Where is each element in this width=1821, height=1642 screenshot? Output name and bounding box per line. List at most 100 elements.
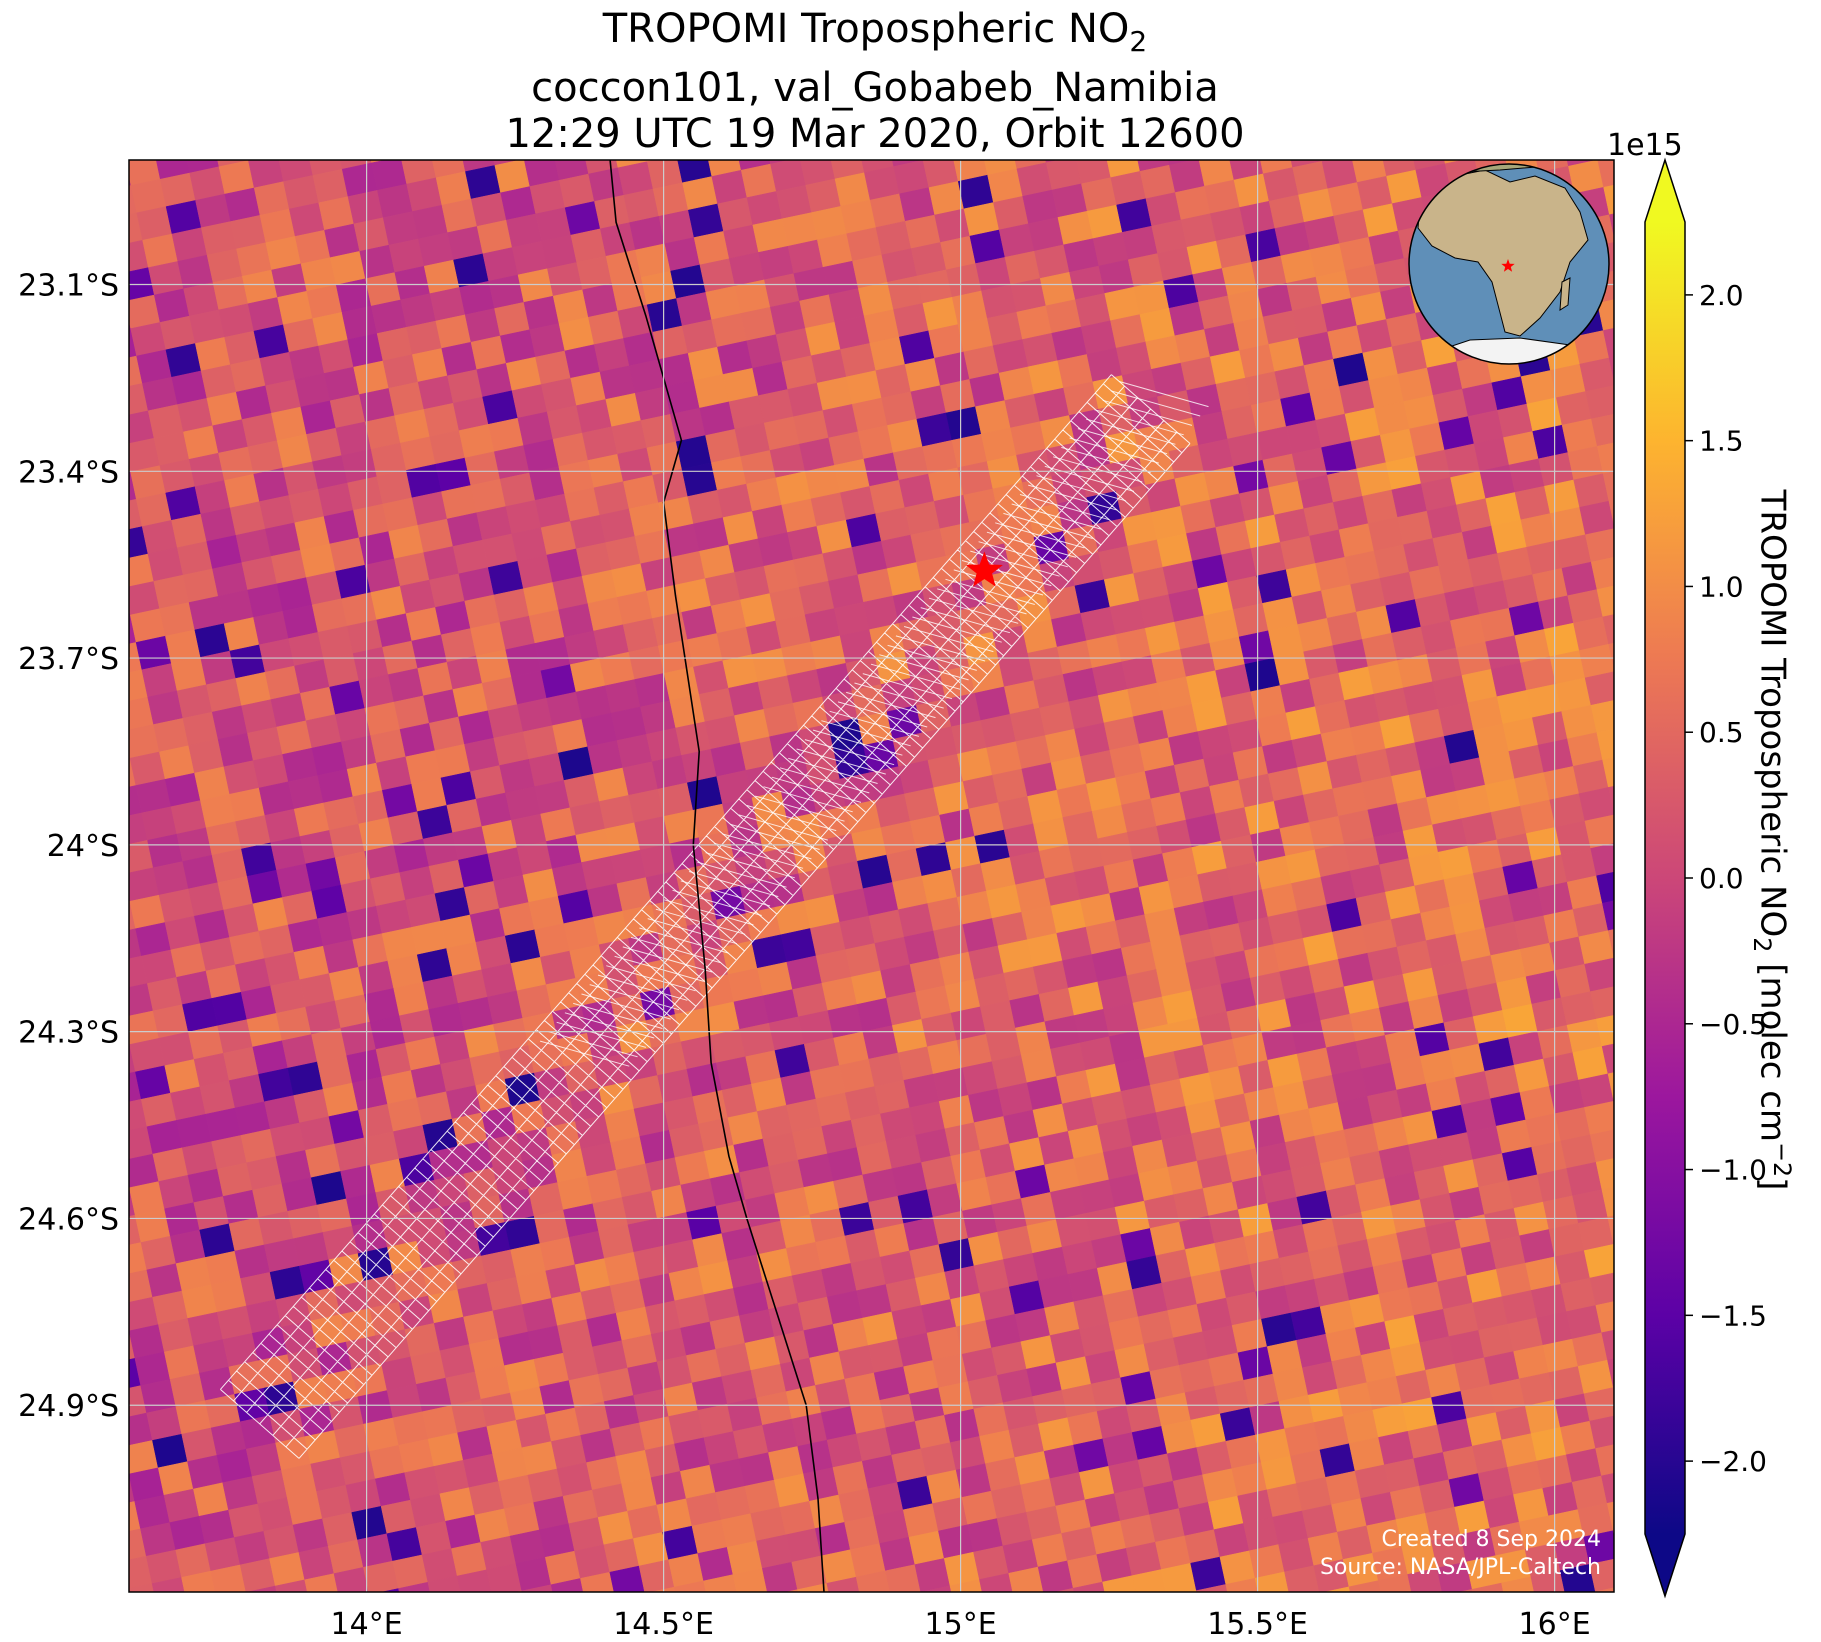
heatmap-cell: [424, 117, 459, 151]
heatmap-cell: [1340, 94, 1375, 128]
heatmap-cell: [454, 111, 489, 145]
heatmap-cell: [1595, 1444, 1614, 1477]
heatmap-cell: [1602, 757, 1614, 788]
heatmap-cell: [788, 97, 823, 131]
x-tick-label: 14°E: [331, 1607, 403, 1642]
heatmap-cell: [1072, 1581, 1105, 1592]
heatmap-cell: [1595, 1301, 1614, 1333]
map-layer: [71, 94, 1654, 1642]
heatmap-cell: [1193, 125, 1228, 159]
heatmap-cell: [769, 160, 791, 165]
heatmap-cell: [304, 1573, 339, 1592]
heatmap-cell: [88, 1562, 123, 1596]
x-tick-label: 14.5°E: [613, 1607, 714, 1642]
heatmap-cell: [71, 908, 106, 942]
heatmap-cell: [1501, 1576, 1535, 1592]
heatmap-cell: [606, 107, 641, 141]
heatmap-cell: [1583, 1530, 1614, 1565]
footprint-grid: [220, 374, 1191, 1459]
heatmap-cell: [1102, 1575, 1136, 1592]
heatmap-cell: [84, 103, 119, 137]
y-tick-label: 24.9°S: [18, 1389, 119, 1424]
heatmap-cell: [82, 1535, 117, 1569]
heatmap-cell: [521, 1584, 553, 1592]
heatmap-cell: [862, 1598, 897, 1632]
heatmap-cell: [1584, 814, 1614, 849]
heatmap-cell: [1579, 357, 1614, 392]
heatmap-cell: [1434, 103, 1469, 137]
heatmap-cell: [427, 1575, 461, 1592]
heatmap-cell: [1375, 115, 1410, 149]
heatmap-cell: [1607, 1358, 1614, 1388]
heatmap-cell: [1590, 556, 1614, 590]
heatmap-cell: [1325, 1614, 1360, 1642]
credits: Created 8 Sep 2024 Source: NASA/JPL-Calt…: [1320, 1526, 1601, 1582]
heatmap-cell: [404, 1610, 439, 1642]
heatmap-cell: [1602, 471, 1614, 502]
heatmap-cell: [1131, 1569, 1167, 1592]
x-tick-label: 15.5°E: [1207, 1607, 1308, 1642]
heatmap-cell: [577, 113, 612, 147]
heatmap-cell: [703, 1574, 737, 1592]
heatmap-cell: [1378, 1574, 1412, 1592]
heatmap-cell: [77, 792, 112, 826]
heatmap-cell: [76, 1508, 111, 1542]
heatmap-cell: [1601, 1329, 1614, 1361]
heatmap-cell: [557, 1606, 592, 1640]
heatmap-cell: [370, 160, 387, 164]
credits-created: Created 8 Sep 2024: [1381, 1527, 1602, 1552]
heatmap-cell: [855, 1570, 891, 1592]
heatmap-cell: [1601, 1472, 1614, 1504]
heatmap-cell: [151, 1577, 185, 1592]
heatmap-cell: [88, 1276, 123, 1310]
madagascar: [1559, 277, 1571, 311]
no2-heatmap-cells: [71, 94, 1654, 1642]
heatmap-cell: [119, 124, 154, 158]
heatmap-cell: [246, 1585, 277, 1592]
heatmap-cell: [1284, 1565, 1320, 1592]
y-tick-label: 23.7°S: [18, 642, 119, 677]
heatmap-cell: [1015, 1594, 1050, 1628]
heatmap-cell: [979, 1573, 1013, 1592]
credits-source: Source: NASA/JPL-Caltech: [1319, 1555, 1601, 1580]
heatmap-cell: [1613, 1243, 1614, 1248]
heatmap-cell: [1384, 1602, 1419, 1636]
heatmap-cell: [709, 1602, 744, 1636]
heatmap-cell: [518, 126, 553, 160]
heatmap-cell: [1578, 787, 1614, 822]
heatmap-cell: [853, 112, 888, 146]
heatmap-cell: [237, 100, 272, 134]
heatmap-cell: [1035, 102, 1070, 136]
heatmap-cell: [395, 123, 430, 157]
heatmap-cell: [1583, 1244, 1614, 1279]
heatmap-cell: [78, 219, 113, 253]
heatmap-cell: [1008, 1566, 1044, 1592]
map-frame: [128, 159, 1615, 1593]
heatmap-cell: [1619, 1552, 1654, 1586]
colorbar-tick-label: 2.0: [1699, 279, 1744, 312]
heatmap-cell: [1129, 110, 1164, 144]
heatmap-cell: [1469, 124, 1504, 158]
colorbar-label: TROPOMI Tropospheric NO2 [molec cm−2]: [1747, 489, 1797, 1191]
heatmap-cell: [1222, 119, 1257, 153]
heatmap-cell: [1608, 356, 1614, 382]
heatmap-cell: [88, 1419, 123, 1453]
heatmap-cell: [1252, 113, 1287, 147]
colorbar-outline: [1644, 157, 1686, 1599]
heatmap-cell: [947, 120, 982, 154]
heatmap-cell: [463, 1597, 498, 1631]
colorbar-tick-label: −1.0: [1699, 1154, 1767, 1187]
heatmap-cell: [84, 533, 119, 567]
heatmap-cell: [1579, 643, 1614, 679]
validation-footprints: [220, 374, 1209, 1459]
heatmap-cell: [1444, 160, 1464, 164]
heatmap-cell: [1079, 1609, 1114, 1642]
heatmap-cell: [1187, 98, 1222, 132]
heatmap-cell: [911, 99, 946, 133]
heatmap-cell: [794, 124, 829, 158]
heatmap-cell: [580, 1571, 615, 1592]
colorbar-tick-label: −2.0: [1699, 1445, 1767, 1478]
heatmap-cell: [1054, 1587, 1075, 1592]
heatmap-cell: [1602, 614, 1614, 645]
